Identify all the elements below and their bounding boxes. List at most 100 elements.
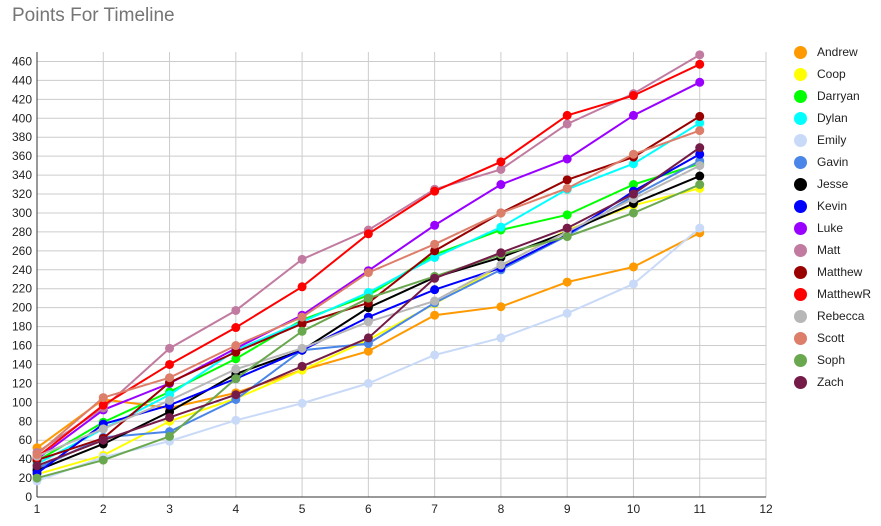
y-tick-label: 180 — [12, 320, 32, 334]
y-tick-label: 220 — [12, 282, 32, 296]
legend-label: Darryan — [817, 89, 860, 103]
legend-label: Emily — [817, 133, 847, 147]
legend-item-coop: Coop — [794, 63, 880, 85]
y-tick-label: 240 — [12, 263, 32, 277]
legend-item-emily: Emily — [794, 129, 880, 151]
data-point-emily — [562, 308, 572, 318]
legend-marker — [794, 177, 807, 191]
data-point-kevin — [695, 149, 705, 159]
data-point-scott — [98, 393, 108, 403]
data-point-matt — [562, 119, 572, 129]
data-point-luke — [628, 110, 638, 120]
legend-label: Coop — [817, 67, 846, 81]
data-point-soph — [297, 326, 307, 336]
legend-marker — [794, 67, 807, 81]
data-point-matthewr — [628, 91, 638, 101]
data-point-soph — [695, 180, 705, 190]
line-chart-plot: 0 20 40 60 80 100 120 140 160 180 200 220 240 260 280 3… — [12, 50, 773, 516]
legend-marker — [794, 243, 807, 257]
legend-item-luke: Luke — [794, 217, 880, 239]
legend-marker — [794, 199, 807, 213]
series-zach — [32, 143, 705, 471]
chart-title: Points For Timeline — [12, 5, 175, 26]
data-point-kevin — [430, 285, 440, 295]
data-point-matthewr — [165, 359, 175, 369]
legend-item-andrew: Andrew — [794, 41, 880, 63]
data-point-zach — [32, 461, 42, 471]
data-point-rebecca — [297, 343, 307, 353]
y-tick-label: 40 — [19, 452, 33, 466]
legend-label: Luke — [817, 221, 844, 235]
x-tick-label: 6 — [365, 502, 372, 516]
y-tick-label: 340 — [12, 168, 32, 182]
legend-marker — [794, 221, 807, 235]
data-point-soph — [628, 208, 638, 218]
data-point-matthewr — [231, 323, 241, 333]
data-point-matthew — [231, 347, 241, 357]
series-rebecca — [32, 161, 705, 461]
data-point-andrew — [628, 262, 638, 272]
data-point-scott — [231, 341, 241, 351]
data-point-soph — [562, 232, 572, 242]
legend-marker — [794, 353, 807, 367]
data-point-matt — [165, 343, 175, 353]
y-tick-label: 120 — [12, 376, 32, 390]
y-tick-label: 160 — [12, 339, 32, 353]
data-point-matt — [231, 305, 241, 315]
data-point-zach — [628, 189, 638, 199]
y-tick-label: 320 — [12, 187, 32, 201]
data-point-zach — [363, 333, 373, 343]
y-tick-label: 360 — [12, 149, 32, 163]
data-point-zach — [695, 143, 705, 153]
data-point-rebecca — [430, 296, 440, 306]
data-point-zach — [430, 273, 440, 283]
data-point-soph — [165, 431, 175, 441]
legend-label: Andrew — [817, 45, 858, 59]
series-scott — [32, 126, 705, 459]
data-point-scott — [32, 449, 42, 459]
legend-item-darryan: Darryan — [794, 85, 880, 107]
data-point-matthewr — [695, 59, 705, 69]
x-tick-label: 4 — [232, 502, 239, 516]
legend-label: Matt — [817, 243, 841, 257]
data-point-zach — [231, 390, 241, 400]
data-point-emily — [363, 378, 373, 388]
data-point-scott — [562, 183, 572, 193]
legend-item-matthew: Matthew — [794, 261, 880, 283]
legend-label: Matthew — [817, 265, 863, 279]
data-point-emily — [628, 279, 638, 289]
data-point-andrew — [496, 302, 506, 312]
data-point-scott — [363, 268, 373, 278]
x-tick-label: 7 — [431, 502, 438, 516]
legend-item-scott: Scott — [794, 327, 880, 349]
x-tick-label: 2 — [100, 502, 107, 516]
data-point-zach — [562, 223, 572, 233]
y-axis-ticks: 0 20 40 60 80 100 120 140 160 180 200 220 240 260 280 3… — [12, 54, 32, 504]
y-tick-label: 140 — [12, 357, 32, 371]
y-tick-label: 200 — [12, 301, 32, 315]
series-layer — [32, 50, 705, 486]
y-tick-label: 100 — [12, 395, 32, 409]
data-point-rebecca — [496, 260, 506, 270]
data-point-zach — [165, 412, 175, 422]
data-point-andrew — [562, 277, 572, 287]
series-soph — [32, 180, 705, 483]
legend-marker — [794, 265, 807, 279]
data-point-andrew — [363, 346, 373, 356]
legend-marker — [794, 287, 807, 301]
data-point-matthew — [695, 111, 705, 121]
data-point-scott — [430, 239, 440, 249]
legend-marker — [794, 375, 807, 389]
legend-marker — [794, 331, 807, 345]
data-point-dylan — [695, 118, 705, 128]
y-tick-label: 260 — [12, 244, 32, 258]
data-point-matthewr — [496, 157, 506, 167]
legend-marker — [794, 45, 807, 59]
data-point-rebecca — [98, 424, 108, 434]
data-point-emily — [297, 398, 307, 408]
legend-item-rebecca: Rebecca — [794, 305, 880, 327]
data-point-scott — [695, 126, 705, 136]
legend-label: Gavin — [817, 155, 849, 169]
legend-item-zach: Zach — [794, 371, 880, 393]
x-tick-label: 10 — [627, 502, 641, 516]
